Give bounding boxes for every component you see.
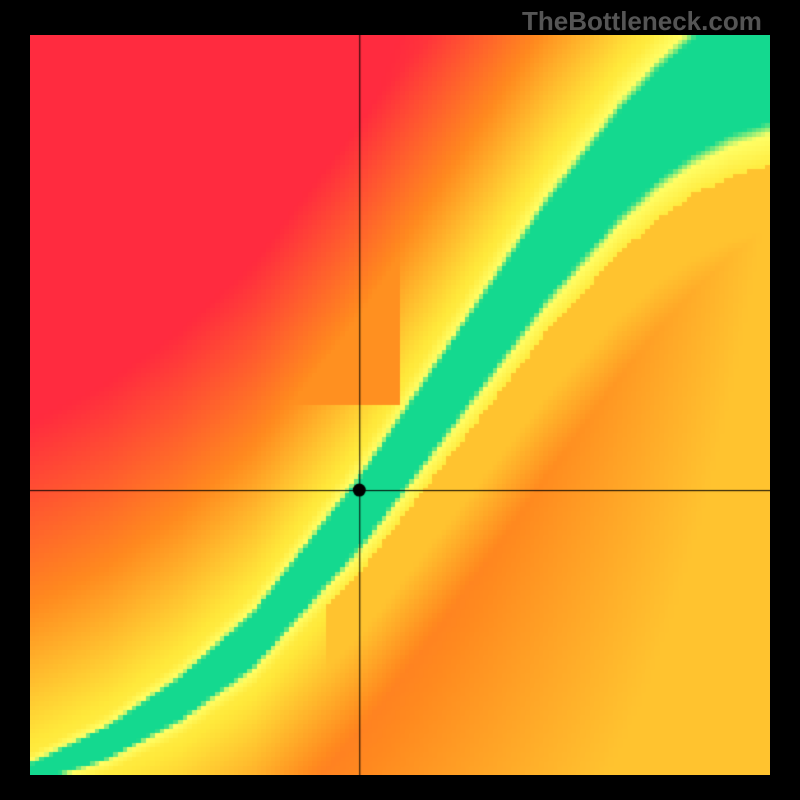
watermark-text: TheBottleneck.com [522, 6, 762, 37]
frame-bottom [0, 775, 800, 800]
frame-right [770, 0, 800, 800]
bottleneck-heatmap [30, 35, 770, 775]
frame-left [0, 0, 30, 800]
